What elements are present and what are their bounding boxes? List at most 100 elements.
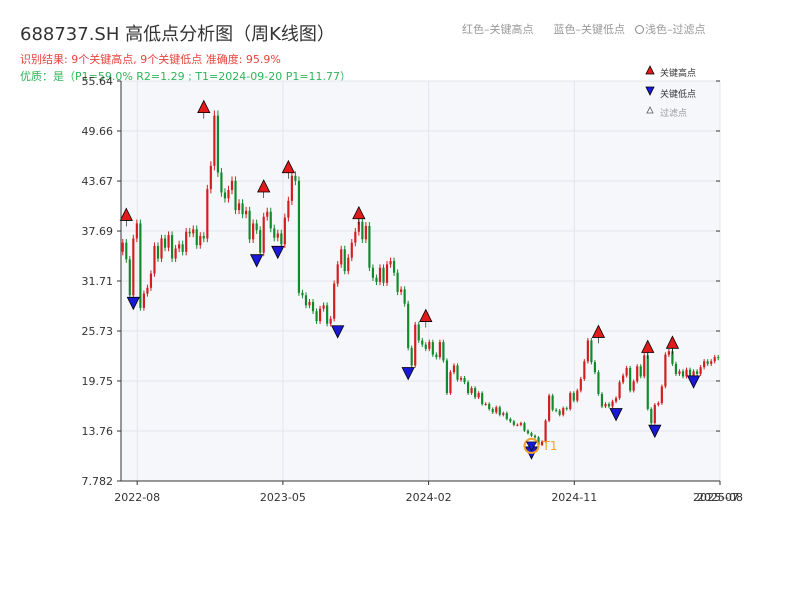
candle-body (304, 295, 308, 306)
candle-body (266, 211, 269, 217)
candle-body (160, 238, 163, 259)
candle-body (213, 115, 216, 166)
candle-body (657, 403, 660, 405)
candle-body (308, 301, 311, 306)
candle-body (435, 354, 438, 358)
candle-body (572, 393, 575, 401)
candle-body (629, 368, 632, 391)
candle-body (220, 172, 223, 193)
candle-body (431, 342, 434, 355)
candle-body (128, 259, 131, 296)
candle-body (290, 175, 293, 201)
key-low-marker (271, 245, 285, 260)
candle-body (357, 221, 360, 232)
candle-body (336, 264, 339, 284)
y-tick-label: 7.782 (82, 475, 114, 488)
key-high-marker (281, 159, 296, 174)
candle-body (244, 210, 248, 215)
recognition-result: 识别结果: 9个关键高点, 9个关键低点 准确度: 95.9% (20, 53, 281, 66)
candle-body (452, 365, 456, 373)
candle-body (347, 257, 350, 272)
key-high-marker (119, 207, 133, 221)
key-low-marker (686, 375, 701, 389)
candle-body (407, 303, 410, 348)
candle-body (368, 225, 371, 268)
candle-body (273, 228, 276, 238)
candle-body (713, 357, 716, 362)
t1-ring (523, 437, 540, 454)
x-tick-label: 2024-02 (406, 491, 452, 504)
y-tick-label: 49.66 (82, 125, 114, 138)
candle-body (692, 371, 695, 377)
candle-body (174, 248, 177, 259)
y-tick-label: 43.67 (82, 175, 114, 188)
key-high-marker (197, 99, 211, 114)
candle-body (685, 369, 688, 377)
y-tick-label: 31.71 (82, 275, 114, 288)
candle-body (255, 223, 258, 231)
candle-body (417, 324, 420, 341)
candle-body (565, 408, 568, 410)
candle-body (533, 435, 537, 438)
candle-body (375, 277, 378, 282)
candle-body (392, 261, 396, 273)
candle-body (262, 216, 265, 253)
candle-body (237, 203, 241, 211)
candle-body (540, 441, 544, 445)
y-axis-ticks: 7.782 13.76 19.75 25.73 31.71 37.69 43.67 49.66… (82, 75, 720, 488)
candle-body (544, 420, 547, 442)
candle-body (389, 261, 392, 265)
candle-body (329, 318, 332, 324)
y-tick-label: 19.75 (82, 375, 114, 388)
candle-body (604, 403, 607, 407)
key-low-marker (250, 254, 264, 268)
candle-body (276, 233, 279, 238)
candle-body (643, 355, 646, 377)
chart-title: 688737.SH 高低点分析图（周K线图） (20, 24, 335, 45)
candle-body (188, 231, 191, 234)
candle-body (597, 372, 600, 394)
t1-low-marker (525, 441, 538, 452)
legend-filtered-label: 浅色–过滤点 (645, 23, 706, 36)
candle-body (632, 381, 635, 391)
markers-layer: T1 (119, 99, 701, 460)
candle-body (614, 398, 618, 402)
candle-body (706, 361, 709, 364)
candle-body (132, 238, 135, 296)
candle-body (636, 366, 639, 382)
candle-body (671, 351, 674, 364)
candle-body (163, 238, 167, 248)
candle-body (555, 409, 558, 411)
candle-body (474, 388, 477, 398)
side-legend-icons (645, 65, 655, 114)
candle-body (477, 393, 480, 398)
candle-body (318, 308, 322, 322)
candle-body (400, 289, 403, 292)
candle-body (234, 180, 237, 211)
candle-body (378, 267, 382, 282)
x-tick-label-overlap: 2025-07 (693, 491, 739, 504)
candle-body (593, 362, 597, 373)
candle-body (611, 401, 614, 407)
y-tick-label: 25.73 (82, 325, 114, 338)
candle-body (297, 180, 301, 293)
candle-body (622, 375, 625, 383)
candle-body (202, 235, 205, 239)
x-tick-label: 2025-08 (697, 491, 743, 504)
candle-body (385, 264, 389, 283)
candle-body (699, 367, 702, 374)
candle-body (280, 233, 283, 245)
candle-body (252, 223, 255, 240)
candle-body (607, 403, 611, 407)
candle-body (650, 408, 653, 424)
quality-summary: 优质：是（P1=59.0% R2=1.29 ; T1=2024-09-20 P1… (20, 70, 352, 83)
candle-body (269, 211, 272, 229)
candle-body (505, 413, 508, 419)
candle-body (361, 221, 364, 240)
candle-body (586, 340, 589, 362)
y-tick-label: 37.69 (82, 225, 114, 238)
candle-body (495, 407, 498, 413)
y-tick-label: 55.64 (82, 75, 114, 88)
candle-body (537, 437, 540, 445)
candle-body (463, 378, 466, 383)
